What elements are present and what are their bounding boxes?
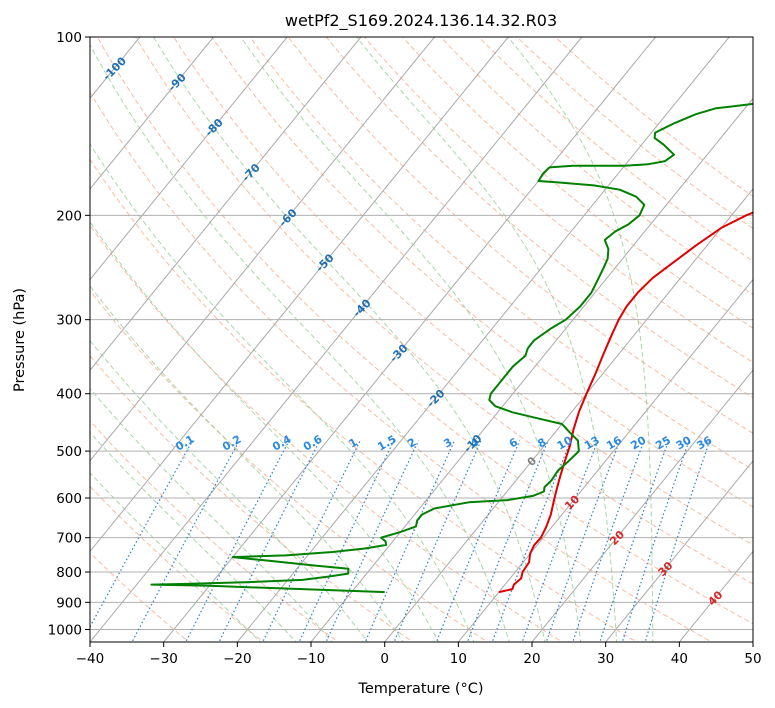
y-tick-label: 700 xyxy=(56,531,82,547)
mixing-ratio-line xyxy=(466,440,549,642)
isotherm-line xyxy=(90,37,583,642)
isotherm-line xyxy=(236,37,730,642)
x-tick-label: 0 xyxy=(380,651,389,667)
y-tick-label: 400 xyxy=(56,387,82,403)
dry-adiabat xyxy=(363,37,753,364)
dry-adiabat xyxy=(90,420,340,642)
y-tick-label: 800 xyxy=(56,565,82,581)
x-tick-label: 20 xyxy=(523,651,540,667)
x-tick-label: −30 xyxy=(149,651,178,667)
y-tick-label: 1000 xyxy=(48,622,82,638)
dry-adiabat xyxy=(211,37,753,508)
isotherm-line xyxy=(90,37,509,553)
y-tick-label: 900 xyxy=(56,595,82,611)
y-tick-label: 100 xyxy=(56,30,82,46)
y-tick-label: 300 xyxy=(56,313,82,329)
mixing-ratio-line xyxy=(621,440,690,642)
isotherm-line xyxy=(384,188,753,642)
mixing-ratio-line xyxy=(435,440,521,642)
dry-adiabat xyxy=(90,224,564,642)
isotherm-line xyxy=(457,278,753,642)
isotherm-line xyxy=(90,37,214,190)
dry-adiabat xyxy=(325,37,753,399)
isotherm-line xyxy=(605,459,753,642)
x-tick-label: 50 xyxy=(744,651,761,667)
plot-frame xyxy=(89,36,754,643)
y-tick-label: 200 xyxy=(56,208,82,224)
isotherm-line xyxy=(531,369,753,642)
mixing-ratio-line xyxy=(131,440,240,642)
mixing-ratio-line xyxy=(393,440,482,642)
x-tick-label: −10 xyxy=(297,651,326,667)
isotherm-line xyxy=(310,97,753,642)
dry-adiabat xyxy=(249,37,753,471)
mixing-ratio-line xyxy=(325,440,420,642)
dewpoint-profile-line xyxy=(150,102,753,594)
dry-adiabat xyxy=(173,37,753,546)
mixing-ratio-line xyxy=(298,440,395,642)
x-tick-label: 40 xyxy=(671,651,688,667)
mixing-ratio-line xyxy=(599,440,670,642)
y-axis-title: Pressure (hPa) xyxy=(12,288,28,392)
moist-adiabat xyxy=(90,143,475,642)
isotherm-line xyxy=(90,37,288,281)
isotherm-line xyxy=(90,37,362,371)
moist-adiabat xyxy=(90,339,369,642)
chart-title: wetPf2_S169.2024.136.14.32.R03 xyxy=(285,11,557,31)
y-tick-label: 600 xyxy=(56,491,82,507)
dry-adiabat xyxy=(134,37,753,585)
x-tick-label: −40 xyxy=(76,651,105,667)
isotherm-line xyxy=(90,37,435,462)
isotherm-line xyxy=(163,37,656,642)
y-tick-label: 500 xyxy=(56,444,82,460)
x-axis-title: Temperature (°C) xyxy=(357,681,483,697)
mixing-ratio-line xyxy=(185,440,290,642)
x-tick-label: −20 xyxy=(223,651,252,667)
mixing-ratio-line xyxy=(644,440,711,642)
x-tick-label: 10 xyxy=(450,651,467,667)
temperature-profile-line xyxy=(498,211,753,594)
x-tick-label: 30 xyxy=(597,651,614,667)
